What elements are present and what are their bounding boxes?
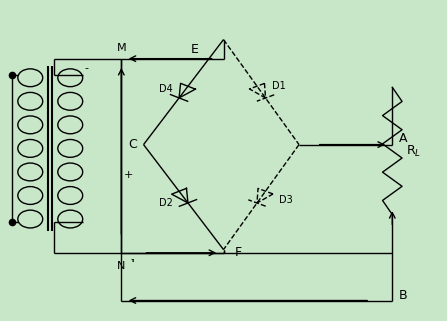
Text: M: M xyxy=(117,42,126,53)
Text: D2: D2 xyxy=(159,198,173,208)
Text: N: N xyxy=(117,261,126,271)
Text: R$_L$: R$_L$ xyxy=(405,143,421,159)
Text: F: F xyxy=(235,246,242,259)
Text: C: C xyxy=(128,138,137,151)
Text: -: - xyxy=(131,254,134,264)
Text: E: E xyxy=(191,43,198,56)
Text: +: + xyxy=(123,170,133,180)
Text: -: - xyxy=(85,63,89,73)
Text: B: B xyxy=(399,289,408,302)
Text: D1: D1 xyxy=(272,81,286,91)
Text: D4: D4 xyxy=(159,84,173,94)
Text: D3: D3 xyxy=(279,195,293,205)
Text: A: A xyxy=(399,132,408,145)
Text: .: . xyxy=(130,251,135,265)
